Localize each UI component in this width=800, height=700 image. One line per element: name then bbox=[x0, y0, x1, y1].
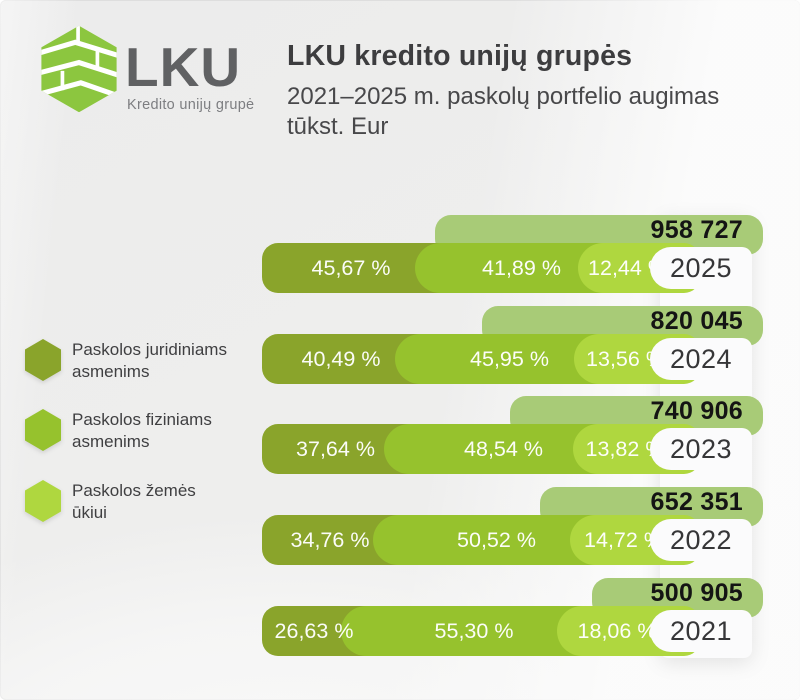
segment-value-label: 18,06 % bbox=[577, 619, 657, 643]
segment-value-label: 14,72 % bbox=[584, 528, 663, 552]
bar-segment-juridiniams bbox=[262, 334, 420, 384]
bar-segment-fiziniams bbox=[341, 606, 582, 656]
year-label: 2021 bbox=[669, 615, 733, 646]
total-label: 820 045 bbox=[650, 307, 743, 335]
year-label: 2023 bbox=[669, 433, 733, 464]
legend-item: Paskolos fiziniams asmenims bbox=[24, 406, 264, 464]
logo-wordmark: LKU bbox=[125, 36, 242, 98]
year-label: 2022 bbox=[669, 524, 733, 555]
stacked-bar: 45,67 % 41,89 % 12,44 % bbox=[262, 243, 700, 293]
legend-label: Paskolos fiziniams asmenims bbox=[72, 410, 212, 452]
page-title: LKU kredito unijų grupės bbox=[287, 40, 633, 72]
legend-hexagon-icon bbox=[25, 409, 61, 451]
bar-segment-fiziniams bbox=[415, 243, 603, 293]
year-pill: 2023 bbox=[650, 428, 752, 470]
header-titles: LKU kredito unijų grupės 2021–2025 m. pa… bbox=[287, 40, 767, 142]
legend-item: Paskolos žemės ūkiui bbox=[24, 477, 264, 535]
segment-value-label: 55,30 % bbox=[434, 619, 514, 643]
segment-value-label: 41,89 % bbox=[482, 256, 561, 280]
segment-value-label: 34,76 % bbox=[290, 528, 370, 552]
total-label: 652 351 bbox=[650, 488, 743, 516]
total-label: 740 906 bbox=[650, 397, 743, 425]
bar-segment-fiziniams bbox=[373, 515, 595, 565]
total-label: 500 905 bbox=[650, 579, 743, 607]
stacked-bar: 37,64 % 48,54 % 13,82 % bbox=[262, 424, 700, 474]
stacked-bar: 34,76 % 50,52 % 14,72 % bbox=[262, 515, 700, 565]
segment-value-label: 50,52 % bbox=[457, 528, 536, 552]
stacked-bar: 40,49 % 45,95 % 13,56 % bbox=[262, 334, 700, 384]
stacked-bar: 26,63 % 55,30 % 18,06 % bbox=[262, 606, 700, 656]
year-pill: 2025 bbox=[650, 247, 752, 289]
bar-segment-fiziniams bbox=[395, 334, 599, 384]
segment-value-label: 45,95 % bbox=[470, 347, 549, 371]
lku-logo-hexagon-icon bbox=[41, 25, 117, 113]
segment-value-label: 26,63 % bbox=[274, 619, 354, 643]
year-pill: 2021 bbox=[650, 610, 752, 652]
year-pill: 2022 bbox=[650, 519, 752, 561]
bar-segment-juridiniams bbox=[262, 243, 440, 293]
year-label: 2025 bbox=[669, 252, 733, 283]
legend-hexagon-icon bbox=[25, 339, 61, 381]
segment-value-label: 48,54 % bbox=[464, 437, 543, 461]
year-label: 2024 bbox=[669, 343, 733, 374]
segment-value-label: 40,49 % bbox=[301, 347, 381, 371]
logo-tagline: Kredito unijų grupė bbox=[127, 97, 255, 113]
legend-item: Paskolos juridiniams asmenims bbox=[24, 336, 264, 394]
legend-hexagon-icon bbox=[25, 480, 61, 522]
legend-label: Paskolos žemės ūkiui bbox=[72, 481, 196, 523]
segment-value-label: 37,64 % bbox=[296, 437, 375, 461]
page-subtitle-line1: 2021–2025 m. paskolų portfelio augimas bbox=[287, 83, 720, 110]
page-subtitle-line2: tūkst. Eur bbox=[287, 113, 389, 141]
legend-label: Paskolos juridiniams asmenims bbox=[72, 340, 227, 382]
year-pill: 2024 bbox=[650, 338, 752, 380]
segment-value-label: 45,67 % bbox=[311, 256, 391, 280]
total-label: 958 727 bbox=[650, 216, 743, 244]
bar-segment-fiziniams bbox=[384, 424, 598, 474]
